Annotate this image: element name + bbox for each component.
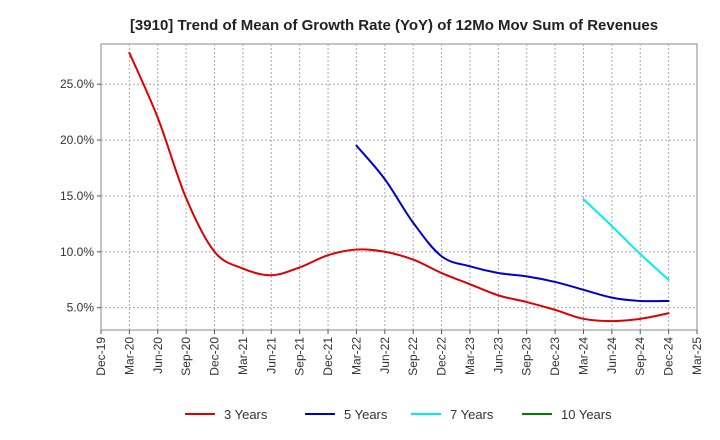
x-tick-label: Sep-20 (179, 337, 193, 376)
y-tick-label: 5.0% (67, 301, 95, 315)
x-tick-label: Sep-21 (293, 337, 307, 376)
x-tick-label: Dec-23 (548, 337, 562, 376)
legend-label-5-years: 5 Years (344, 407, 388, 422)
plot-area (100, 43, 698, 331)
y-axis: 5.0% 10.0% 15.0% 20.0% 25.0% (60, 77, 101, 315)
x-tick-label: Jun-23 (491, 337, 505, 374)
x-tick-label: Dec-24 (662, 337, 676, 376)
chart-title: [3910] Trend of Mean of Growth Rate (YoY… (130, 17, 658, 34)
x-tick-label: Mar-23 (463, 337, 477, 375)
series-group (128, 51, 670, 323)
series-line-7-years (582, 198, 670, 281)
grid (101, 44, 697, 330)
legend-label-10-years: 10 Years (561, 407, 612, 422)
series-line-3-years (128, 51, 670, 323)
x-tick-label: Mar-21 (236, 337, 250, 375)
x-tick-label: Jun-20 (151, 337, 165, 374)
x-tick-label: Sep-24 (633, 337, 647, 376)
y-tick-label: 10.0% (60, 245, 94, 259)
series-line-5-years (355, 144, 670, 303)
x-tick-label: Jun-22 (378, 337, 392, 374)
x-tick-label: Mar-20 (122, 337, 136, 375)
x-axis: Dec-19 Mar-20 Jun-20 Sep-20 Dec-20 Mar-21 Jun-… (94, 330, 704, 376)
x-tick-label: Sep-23 (520, 337, 534, 376)
x-tick-label: Mar-24 (576, 337, 590, 375)
legend: 3 Years 5 Years 7 Years 10 Years (185, 407, 612, 422)
x-tick-label: Dec-22 (435, 337, 449, 376)
y-tick-label: 20.0% (60, 133, 94, 147)
legend-label-7-years: 7 Years (450, 407, 494, 422)
x-tick-label: Jun-24 (605, 337, 619, 374)
x-tick-label: Dec-21 (321, 337, 335, 376)
x-tick-label: Jun-21 (264, 337, 278, 374)
x-tick-label: Sep-22 (406, 337, 420, 376)
x-tick-label: Mar-25 (690, 337, 704, 375)
y-tick-label: 15.0% (60, 189, 94, 203)
x-tick-label: Mar-22 (349, 337, 363, 375)
legend-label-3-years: 3 Years (224, 407, 268, 422)
y-tick-label: 25.0% (60, 77, 94, 91)
x-tick-label: Dec-19 (94, 337, 108, 376)
x-tick-label: Dec-20 (208, 337, 222, 376)
